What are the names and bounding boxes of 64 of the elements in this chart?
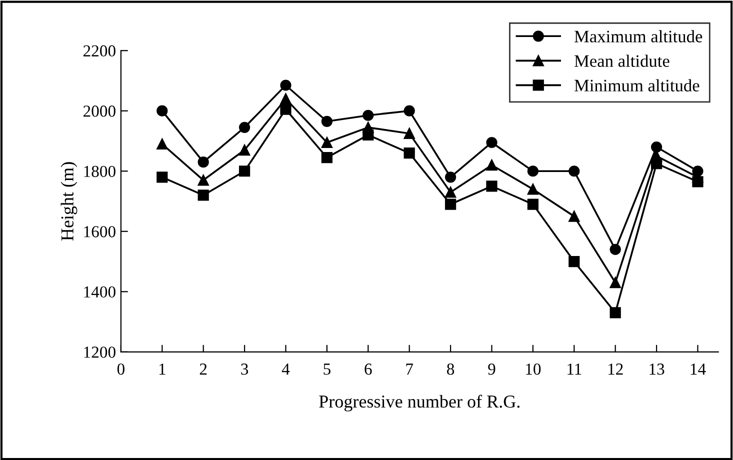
point: [198, 156, 209, 168]
x-axis-title: Progressive number of R.G.: [319, 394, 520, 412]
point: [486, 160, 498, 171]
point: [156, 105, 168, 116]
point: [444, 186, 456, 198]
point: [692, 176, 704, 188]
legend-label: Maximum altitude: [574, 30, 702, 42]
y-tick-label: 1800: [84, 166, 116, 178]
point: [610, 277, 621, 288]
y-tick-label: 2000: [83, 106, 116, 117]
x-tick-label: 6: [364, 364, 372, 375]
point: [362, 129, 374, 141]
point: [444, 172, 456, 183]
point: [156, 138, 168, 150]
point: [280, 104, 292, 115]
x-tick-label: 1: [159, 364, 166, 375]
point: [280, 80, 292, 91]
point: [568, 210, 580, 222]
point: [527, 166, 538, 177]
point: [486, 180, 498, 192]
x-tick-label: 13: [650, 364, 664, 375]
point: [321, 152, 332, 164]
x-tick-label: 11: [568, 364, 582, 375]
legend-label: Mean altidute: [574, 54, 670, 67]
point: [650, 141, 662, 153]
legend-label: Minimum altitude: [574, 79, 700, 92]
x-tick-label: 7: [406, 364, 414, 375]
point: [321, 136, 332, 148]
point: [198, 190, 209, 201]
point: [568, 256, 580, 268]
point: [444, 198, 456, 210]
point: [404, 105, 415, 116]
point: [238, 166, 250, 177]
point: [321, 116, 332, 127]
x-tick-label: 4: [282, 364, 290, 375]
x-tick-label: 9: [488, 364, 496, 375]
point: [238, 144, 250, 156]
point: [404, 147, 415, 159]
point: [610, 244, 621, 256]
y-tick-label: 2200: [83, 45, 116, 57]
x-tick-label: 5: [324, 364, 330, 375]
y-axis-title: Height (m): [60, 162, 78, 241]
point: [198, 174, 209, 186]
point: [362, 110, 374, 121]
point: [486, 136, 498, 148]
point: [568, 166, 580, 177]
x-tick-label: 10: [526, 363, 541, 375]
point: [610, 307, 621, 318]
x-tick-label: 0: [117, 363, 124, 375]
point: [527, 198, 538, 210]
y-tick-label: 1600: [84, 226, 116, 238]
point: [404, 128, 415, 140]
point: [156, 172, 168, 183]
y-tick-label: 1200: [84, 346, 116, 358]
x-tick-label: 12: [608, 364, 623, 375]
y-tick-label: 1400: [84, 286, 116, 298]
x-tick-label: 3: [241, 364, 248, 375]
point: [238, 122, 250, 133]
point: [280, 93, 292, 104]
x-tick-label: 14: [690, 364, 706, 375]
point: [650, 158, 662, 170]
x-tick-label: 2: [200, 364, 207, 375]
x-tick-label: 8: [447, 363, 454, 375]
point: [527, 184, 538, 195]
